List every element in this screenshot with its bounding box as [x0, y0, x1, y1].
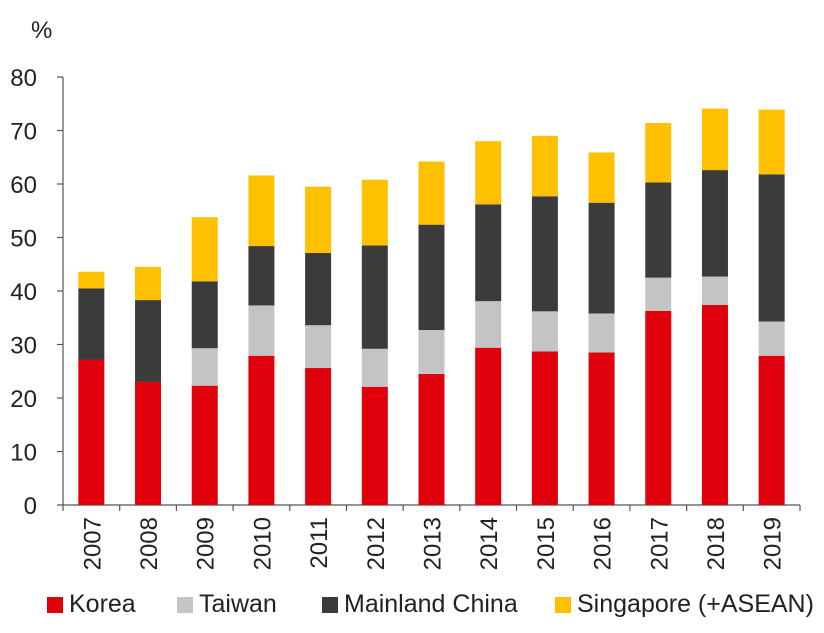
bar-segment-korea-2019	[758, 355, 785, 505]
bar-segment-mainland-china-2015	[531, 196, 558, 312]
legend-label: Korea	[69, 590, 136, 618]
bar-segment-singapore-asean-2008	[135, 266, 162, 301]
bar-segment-taiwan-2009	[191, 348, 218, 386]
bar-segment-korea-2011	[305, 368, 332, 505]
x-tick-label: 2018	[703, 517, 730, 570]
bar-segment-korea-2016	[588, 352, 615, 505]
bar-segment-singapore-asean-2009	[191, 217, 218, 282]
y-tick-label: 40	[10, 279, 37, 306]
bar-segment-mainland-china-2011	[305, 253, 332, 326]
x-tick-label: 2007	[79, 517, 106, 570]
bar-segment-singapore-asean-2013	[418, 161, 445, 225]
bar-segment-korea-2018	[701, 304, 728, 505]
x-tick-label: 2010	[249, 517, 276, 570]
bar-segment-mainland-china-2017	[645, 182, 672, 278]
y-tick-label: 0	[24, 493, 37, 520]
bar-segment-taiwan-2016	[588, 313, 615, 353]
bar-segment-taiwan-2012	[361, 348, 388, 387]
y-tick-label: 30	[10, 333, 37, 360]
legend-swatch	[47, 596, 63, 613]
bar-segment-taiwan-2011	[305, 325, 332, 369]
y-tick-label: 60	[10, 172, 37, 199]
y-tick-label: 50	[10, 226, 37, 253]
x-tick-label: 2013	[420, 517, 447, 570]
y-unit-label: %	[31, 17, 52, 44]
bar-segment-mainland-china-2012	[361, 245, 388, 349]
legend-swatch	[177, 596, 193, 613]
bar-segment-singapore-asean-2019	[758, 109, 785, 175]
bar-segment-mainland-china-2019	[758, 174, 785, 322]
bar-segment-korea-2010	[248, 355, 275, 505]
legend-label: Taiwan	[199, 590, 277, 618]
bar-segment-taiwan-2019	[758, 321, 785, 356]
bar-segment-taiwan-2018	[701, 276, 728, 305]
x-tick-label: 2016	[590, 517, 617, 570]
bar-segment-singapore-asean-2014	[475, 141, 502, 205]
stacked-bar-chart: % 0 10 20 30 40 50 60 70 80 2007 2008 2009 2010 2011…	[10, 17, 801, 570]
bar-segment-singapore-asean-2012	[361, 179, 388, 246]
bar-series	[78, 108, 785, 505]
bar-segment-taiwan-2014	[475, 301, 502, 348]
bar-segment-singapore-asean-2016	[588, 152, 615, 203]
legend-swatch	[555, 596, 571, 613]
bar-segment-singapore-asean-2010	[248, 175, 275, 247]
legend: Korea Taiwan Mainland China Singapore (+ASE…	[0, 590, 824, 626]
bar-segment-korea-2015	[531, 351, 558, 505]
legend-label: Singapore (+ASEAN)	[577, 590, 814, 618]
legend-item-singapore-asean: Singapore (+ASEAN)	[555, 590, 814, 619]
bar-segment-korea-2008	[135, 381, 162, 505]
bar-segment-mainland-china-2007	[78, 288, 105, 360]
legend-item-taiwan: Taiwan	[177, 590, 277, 619]
bar-segment-mainland-china-2008	[135, 300, 162, 382]
bar-segment-korea-2013	[418, 373, 445, 505]
x-tick-label: 2009	[193, 517, 220, 570]
legend-label: Mainland China	[344, 590, 518, 618]
bar-segment-taiwan-2010	[248, 305, 275, 356]
y-tick-label: 70	[10, 119, 37, 146]
bar-segment-korea-2017	[645, 310, 672, 505]
x-tick-label: 2012	[363, 517, 390, 570]
y-tick-label: 10	[10, 440, 37, 467]
y-tick-label: 80	[10, 65, 37, 92]
bar-segment-mainland-china-2016	[588, 202, 615, 314]
bar-segment-taiwan-2017	[645, 277, 672, 311]
legend-swatch	[322, 596, 338, 613]
y-axis: 0 10 20 30 40 50 60 70 80	[10, 65, 64, 520]
x-axis: 2007 2008 2009 2010 2011 2012 2013 2014 2015 2016…	[62, 504, 801, 570]
bar-segment-mainland-china-2010	[248, 246, 275, 306]
bar-segment-singapore-asean-2015	[531, 135, 558, 197]
x-tick-label: 2015	[533, 517, 560, 570]
bar-segment-mainland-china-2009	[191, 281, 218, 349]
bar-segment-korea-2012	[361, 386, 388, 505]
bar-segment-mainland-china-2018	[701, 170, 728, 277]
bar-segment-mainland-china-2014	[475, 204, 502, 302]
bar-segment-singapore-asean-2007	[78, 271, 105, 289]
bar-segment-singapore-asean-2018	[701, 108, 728, 171]
legend-item-korea: Korea	[47, 590, 136, 619]
bar-segment-singapore-asean-2017	[645, 123, 672, 183]
bar-segment-korea-2014	[475, 347, 502, 505]
bar-segment-singapore-asean-2011	[305, 186, 332, 254]
bar-segment-taiwan-2013	[418, 330, 445, 374]
x-tick-label: 2014	[476, 517, 503, 570]
x-tick-label: 2008	[136, 517, 163, 570]
y-tick-label: 20	[10, 386, 37, 413]
bar-segment-mainland-china-2013	[418, 224, 445, 331]
x-tick-label: 2017	[646, 517, 673, 570]
x-tick-label: 2019	[760, 517, 787, 570]
bar-segment-korea-2009	[191, 385, 218, 505]
x-tick-label: 2011	[306, 517, 333, 569]
bar-segment-korea-2007	[78, 359, 105, 505]
legend-item-mainland-china: Mainland China	[322, 590, 518, 619]
bar-segment-taiwan-2015	[531, 311, 558, 352]
